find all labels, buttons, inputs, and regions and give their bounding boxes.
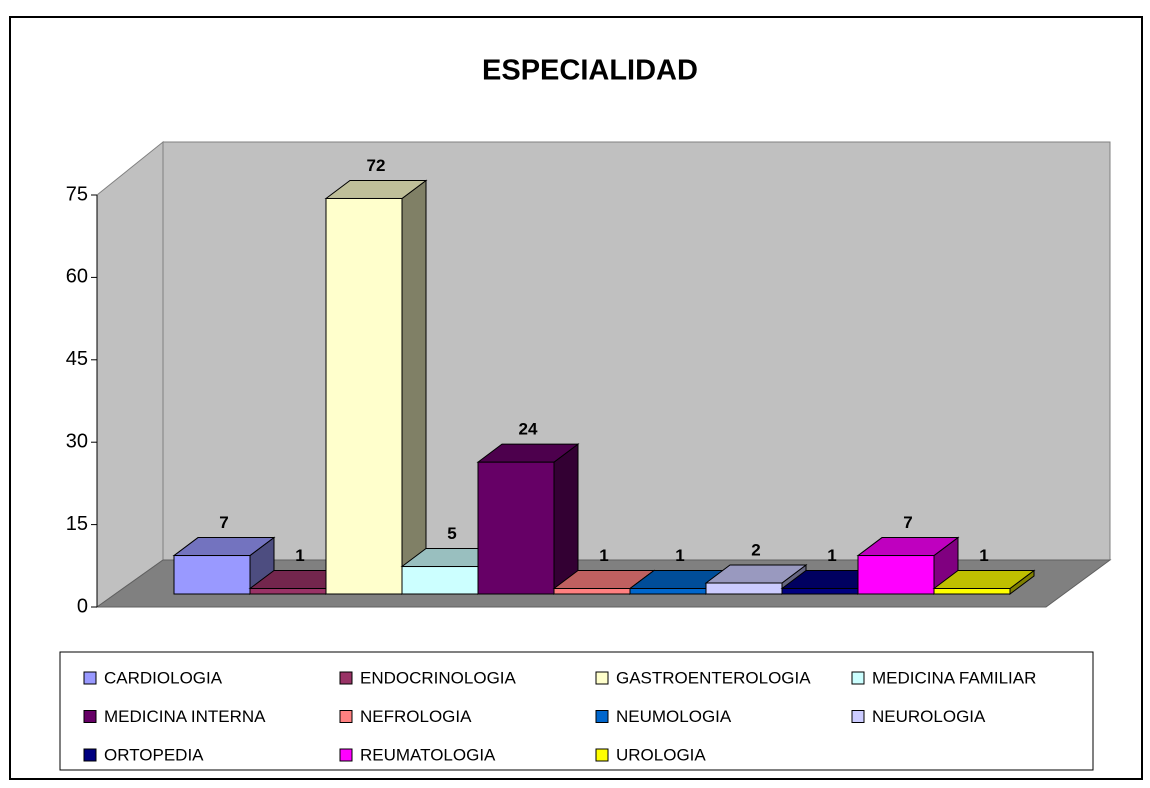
y-tick-label: 45 (66, 348, 88, 370)
side-wall (96, 140, 164, 608)
legend-label: MEDICINA INTERNA (104, 707, 266, 726)
legend-swatch (851, 710, 865, 723)
bar-front (249, 588, 327, 595)
bar-front (705, 582, 783, 595)
bar-front (325, 197, 403, 595)
legend-swatch (851, 671, 865, 685)
legend-swatch (339, 748, 353, 762)
legend-swatch (339, 710, 353, 723)
data-label: 1 (295, 546, 304, 565)
bar (324, 179, 428, 595)
bar-front (553, 588, 631, 595)
bar (704, 564, 808, 595)
bar (172, 536, 276, 595)
legend-label: ENDOCRINOLOGIA (360, 668, 517, 687)
legend-label: CARDIOLOGIA (104, 668, 223, 687)
bar (856, 536, 960, 595)
legend-label: MEDICINA FAMILIAR (872, 668, 1036, 687)
legend-swatch (83, 671, 97, 685)
y-tick-label: 30 (66, 430, 88, 452)
y-tick-label: 75 (66, 183, 88, 205)
data-label: 1 (979, 546, 988, 565)
legend-label: GASTROENTEROLOGIA (616, 668, 811, 687)
bar (476, 443, 580, 595)
legend-label: NEFROLOGIA (360, 707, 472, 726)
legend-label: REUMATOLOGIA (360, 745, 496, 764)
data-label: 1 (675, 546, 684, 565)
data-label: 1 (827, 546, 836, 565)
data-label: 5 (447, 524, 456, 543)
bar-side (553, 443, 579, 595)
legend-label: UROLOGIA (616, 745, 706, 764)
data-label: 24 (519, 420, 538, 439)
legend (59, 651, 1094, 771)
legend-swatch (595, 710, 609, 723)
bar-front (401, 566, 479, 595)
legend-label: NEUROLOGIA (872, 707, 986, 726)
legend-label: NEUMOLOGIA (616, 707, 732, 726)
legend-label: ORTOPEDIA (104, 745, 204, 764)
data-label: 7 (903, 513, 912, 532)
bar-front (173, 555, 251, 595)
back-wall (162, 141, 1111, 561)
y-tick-label: 60 (66, 266, 88, 288)
legend-swatch (595, 748, 609, 762)
bar-side (401, 179, 427, 595)
legend-swatch (595, 671, 609, 685)
legend-swatch (83, 748, 97, 762)
y-tick-label: 15 (66, 513, 88, 535)
legend-swatch (339, 671, 353, 685)
legend-swatch (83, 710, 97, 723)
y-tick-label: 0 (77, 595, 88, 617)
chart-title: ESPECIALIDAD (482, 55, 698, 87)
bar-front (629, 588, 707, 595)
data-label: 7 (219, 513, 228, 532)
bar-front (933, 588, 1011, 595)
bar (932, 569, 1036, 595)
bar-front (857, 555, 935, 595)
data-label: 72 (367, 156, 386, 175)
data-label: 1 (599, 546, 608, 565)
data-label: 2 (751, 540, 760, 559)
bar-front (477, 461, 555, 595)
bar-front (781, 588, 859, 595)
